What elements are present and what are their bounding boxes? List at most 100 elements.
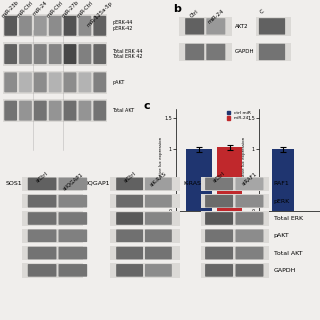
FancyBboxPatch shape xyxy=(78,16,91,36)
Text: miR-23b: miR-23b xyxy=(1,0,20,19)
FancyBboxPatch shape xyxy=(49,72,61,92)
FancyBboxPatch shape xyxy=(145,264,172,277)
Text: miR-24: miR-24 xyxy=(207,8,225,25)
FancyBboxPatch shape xyxy=(145,229,172,242)
FancyBboxPatch shape xyxy=(34,72,47,92)
Bar xyxy=(22,211,83,226)
FancyBboxPatch shape xyxy=(49,101,61,121)
Bar xyxy=(3,43,107,66)
FancyBboxPatch shape xyxy=(116,212,143,225)
FancyBboxPatch shape xyxy=(4,16,17,36)
FancyBboxPatch shape xyxy=(145,247,172,260)
Bar xyxy=(3,99,107,122)
Bar xyxy=(110,246,180,260)
FancyBboxPatch shape xyxy=(93,101,106,121)
Text: Total ERK: Total ERK xyxy=(274,216,303,221)
Text: GAPDH: GAPDH xyxy=(235,50,254,54)
Text: miR-24: miR-24 xyxy=(32,0,49,17)
Bar xyxy=(110,211,180,226)
Text: K-RAS: K-RAS xyxy=(183,180,201,186)
FancyBboxPatch shape xyxy=(145,178,172,190)
Text: Total AKT: Total AKT xyxy=(274,251,302,256)
FancyBboxPatch shape xyxy=(64,16,76,36)
FancyBboxPatch shape xyxy=(93,16,106,36)
Text: pERK-44
pERK-42: pERK-44 pERK-42 xyxy=(112,20,132,31)
Text: pERK: pERK xyxy=(274,199,290,204)
FancyBboxPatch shape xyxy=(64,44,76,64)
Bar xyxy=(22,177,83,191)
FancyBboxPatch shape xyxy=(28,264,56,277)
Bar xyxy=(110,177,180,191)
Bar xyxy=(110,194,180,208)
Bar xyxy=(201,246,269,260)
FancyBboxPatch shape xyxy=(28,247,56,260)
Text: siIQGAP1: siIQGAP1 xyxy=(62,171,84,191)
FancyBboxPatch shape xyxy=(185,44,204,60)
Text: c: c xyxy=(144,100,150,111)
FancyBboxPatch shape xyxy=(116,195,143,207)
Text: miR-Ctrl: miR-Ctrl xyxy=(46,0,65,19)
FancyBboxPatch shape xyxy=(49,16,61,36)
Text: miR-27b: miR-27b xyxy=(60,0,80,19)
Text: Total AKT: Total AKT xyxy=(112,108,134,113)
Bar xyxy=(22,194,83,208)
FancyBboxPatch shape xyxy=(206,18,225,35)
Text: IQGAP1: IQGAP1 xyxy=(86,180,110,186)
FancyBboxPatch shape xyxy=(236,178,263,190)
FancyBboxPatch shape xyxy=(59,229,87,242)
FancyBboxPatch shape xyxy=(28,195,56,207)
FancyBboxPatch shape xyxy=(116,247,143,260)
FancyBboxPatch shape xyxy=(59,247,87,260)
FancyBboxPatch shape xyxy=(236,247,263,260)
FancyBboxPatch shape xyxy=(19,16,32,36)
Text: SOS1: SOS1 xyxy=(5,180,22,186)
FancyBboxPatch shape xyxy=(19,101,32,121)
Bar xyxy=(272,149,294,211)
Bar xyxy=(22,263,83,277)
FancyBboxPatch shape xyxy=(93,44,106,64)
Text: miR-Ctrl: miR-Ctrl xyxy=(76,0,94,19)
FancyBboxPatch shape xyxy=(34,101,47,121)
Bar xyxy=(110,263,180,277)
Bar xyxy=(3,14,107,37)
Text: Ctrl: Ctrl xyxy=(189,8,200,19)
FancyBboxPatch shape xyxy=(116,178,143,190)
FancyBboxPatch shape xyxy=(116,229,143,242)
Text: pAKT: pAKT xyxy=(274,233,290,238)
FancyBboxPatch shape xyxy=(19,72,32,92)
FancyBboxPatch shape xyxy=(59,178,87,190)
FancyBboxPatch shape xyxy=(93,72,106,92)
FancyBboxPatch shape xyxy=(78,72,91,92)
FancyBboxPatch shape xyxy=(78,44,91,64)
Text: C: C xyxy=(259,8,265,15)
FancyBboxPatch shape xyxy=(59,195,87,207)
FancyBboxPatch shape xyxy=(205,178,233,190)
FancyBboxPatch shape xyxy=(145,212,172,225)
FancyBboxPatch shape xyxy=(145,195,172,207)
FancyBboxPatch shape xyxy=(34,44,47,64)
Bar xyxy=(201,211,269,226)
FancyBboxPatch shape xyxy=(259,18,285,35)
FancyBboxPatch shape xyxy=(236,212,263,225)
Text: AKT2: AKT2 xyxy=(235,24,248,29)
Text: RAF1: RAF1 xyxy=(274,181,290,186)
Bar xyxy=(22,246,83,260)
Bar xyxy=(179,17,232,36)
FancyBboxPatch shape xyxy=(205,229,233,242)
FancyBboxPatch shape xyxy=(205,247,233,260)
FancyBboxPatch shape xyxy=(28,178,56,190)
Text: siCtrl: siCtrl xyxy=(123,171,137,184)
FancyBboxPatch shape xyxy=(259,44,285,60)
Text: miR-Ctrl: miR-Ctrl xyxy=(16,0,35,19)
Bar xyxy=(201,194,269,208)
FancyBboxPatch shape xyxy=(205,212,233,225)
FancyBboxPatch shape xyxy=(236,264,263,277)
FancyBboxPatch shape xyxy=(28,212,56,225)
FancyBboxPatch shape xyxy=(78,101,91,121)
FancyBboxPatch shape xyxy=(206,44,225,60)
Bar xyxy=(22,228,83,243)
FancyBboxPatch shape xyxy=(4,44,17,64)
FancyBboxPatch shape xyxy=(205,195,233,207)
Text: siCtrl: siCtrl xyxy=(35,171,49,184)
Text: Total ERK 44
Total ERK 42: Total ERK 44 Total ERK 42 xyxy=(112,49,142,60)
